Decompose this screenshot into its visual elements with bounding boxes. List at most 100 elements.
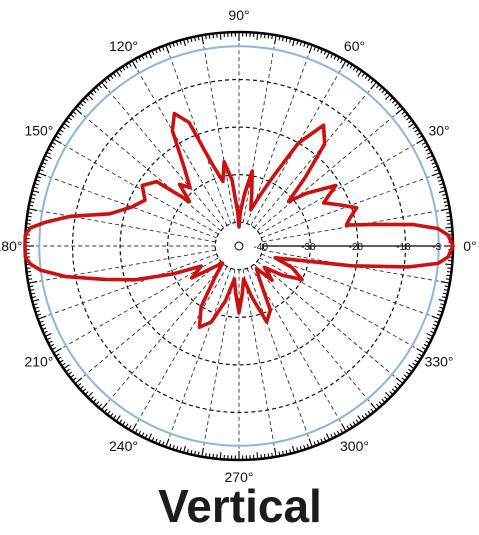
degree-tick (28, 281, 38, 284)
degree-tick (440, 208, 450, 211)
degree-tick (423, 145, 429, 149)
degree-tick (59, 359, 64, 364)
degree-tick (77, 383, 82, 387)
degree-tick (355, 68, 360, 73)
degree-tick (53, 138, 62, 144)
degree-tick (67, 371, 73, 376)
angle-label: 300° (340, 438, 369, 454)
degree-tick (57, 132, 62, 136)
spoke-line (250, 266, 347, 432)
degree-tick (121, 421, 126, 426)
degree-tick (426, 155, 434, 160)
degree-tick (26, 219, 32, 222)
degree-tick (138, 430, 142, 436)
degree-tick (63, 364, 70, 370)
degree-tick (391, 388, 396, 393)
db-tick-label: -40 (254, 242, 269, 253)
degree-tick (125, 423, 129, 428)
spoke-line (37, 172, 217, 239)
degree-tick (134, 58, 138, 64)
degree-tick (444, 204, 450, 207)
degree-tick (394, 385, 399, 390)
degree-tick (423, 343, 429, 347)
degree-tick (364, 412, 369, 418)
degree-tick (357, 415, 363, 422)
degree-tick (118, 68, 123, 73)
degree-tick (274, 35, 277, 45)
degree-tick (37, 315, 47, 320)
degree-tick (204, 452, 207, 458)
degree-tick (389, 391, 394, 396)
degree-tick (77, 105, 82, 109)
degree-tick (186, 38, 189, 43)
angle-label: 180° (0, 238, 22, 254)
degree-tick (433, 165, 438, 169)
degree-tick (313, 46, 317, 51)
degree-tick (325, 51, 330, 59)
degree-tick (168, 43, 172, 49)
degree-tick (115, 70, 121, 77)
degree-tick (333, 55, 337, 60)
degree-tick (183, 445, 186, 453)
chart-title: Vertical (158, 480, 322, 532)
degree-tick (141, 55, 145, 60)
angle-label: 210° (24, 354, 53, 370)
degree-tick (175, 41, 179, 46)
degree-tick (361, 72, 366, 77)
degree-tick (349, 64, 353, 69)
degree-tick (299, 41, 303, 46)
degree-tick (74, 377, 83, 384)
degree-tick (408, 364, 415, 370)
degree-tick (443, 289, 449, 292)
degree-tick (144, 434, 148, 439)
degree-tick (39, 320, 44, 324)
degree-tick (134, 428, 138, 434)
spoke-line (201, 35, 236, 223)
degree-tick (352, 66, 357, 71)
degree-tick (389, 96, 394, 101)
degree-tick (442, 296, 447, 299)
degree-tick (82, 99, 87, 104)
angle-label: 240° (109, 438, 138, 454)
degree-tick (421, 347, 427, 351)
degree-tick (39, 168, 44, 172)
degree-tick (384, 396, 389, 401)
degree-tick (361, 415, 366, 420)
degree-tick (376, 403, 380, 408)
degree-tick (35, 179, 40, 182)
degree-tick (444, 285, 450, 288)
degree-tick (333, 432, 337, 437)
degree-tick (436, 175, 442, 179)
degree-tick (256, 32, 259, 40)
degree-tick (396, 105, 401, 109)
spoke-line (28, 208, 216, 243)
degree-tick (154, 48, 158, 54)
degree-tick (330, 434, 334, 439)
degree-tick (263, 453, 266, 459)
degree-tick (158, 440, 162, 445)
degree-tick (27, 215, 32, 218)
degree-tick (219, 452, 222, 460)
degree-tick (346, 425, 350, 430)
spoke-line (242, 269, 277, 457)
degree-tick (59, 128, 64, 133)
degree-tick (370, 402, 377, 411)
degree-tick (434, 320, 439, 324)
degree-tick (355, 419, 360, 424)
degree-tick (89, 91, 94, 96)
degree-tick (405, 371, 411, 376)
degree-tick (299, 446, 303, 451)
degree-tick (82, 388, 87, 393)
degree-tick (72, 110, 77, 115)
degree-tick (274, 447, 277, 457)
degree-tick (316, 47, 320, 52)
degree-tick (416, 132, 421, 136)
degree-tick (87, 391, 94, 398)
degree-tick (323, 50, 327, 55)
degree-tick (128, 62, 132, 67)
degree-tick (438, 310, 443, 313)
angle-label: 120° (109, 38, 138, 54)
degree-tick (367, 77, 372, 82)
degree-tick (65, 119, 70, 124)
degree-tick (30, 292, 35, 295)
